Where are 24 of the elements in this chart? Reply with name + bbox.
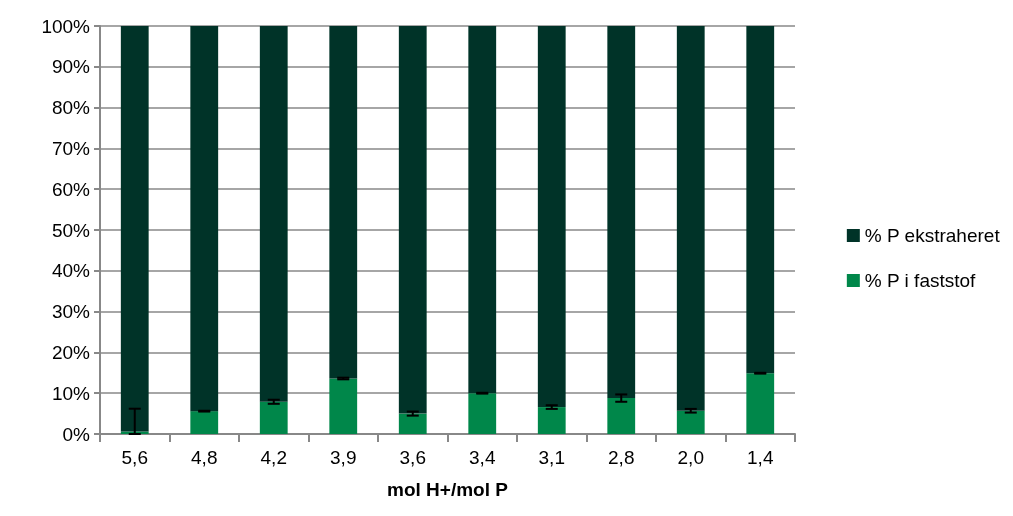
- x-tick-label: 5,6: [121, 447, 148, 468]
- x-tick-label: 3,1: [538, 447, 565, 468]
- y-tick-label: 90%: [51, 56, 91, 78]
- x-tick-label: 2,8: [608, 447, 635, 468]
- y-tick-label: 60%: [51, 178, 91, 200]
- y-tick-label: 20%: [51, 341, 91, 363]
- y-tick-label: 50%: [51, 219, 91, 241]
- y-tick-label: 100%: [41, 15, 91, 37]
- x-tick-label: 4,2: [260, 447, 287, 468]
- y-tick-label: 80%: [51, 97, 91, 119]
- y-tick-label: 30%: [51, 301, 91, 323]
- y-tick-label: 40%: [51, 260, 91, 282]
- x-tick-label: 2,0: [677, 447, 704, 468]
- legend-label: % P ekstraheret: [864, 225, 1001, 246]
- x-tick-label: 3,6: [399, 447, 426, 468]
- y-tick-label: 0%: [62, 423, 91, 445]
- x-tick-label: 1,4: [747, 447, 774, 468]
- x-tick-label: 4,8: [191, 447, 218, 468]
- x-tick-label: 3,9: [330, 447, 357, 468]
- y-tick-label: 10%: [51, 382, 91, 404]
- x-axis-title: mol H+/mol P: [387, 479, 509, 500]
- legend-label: % P i faststof: [864, 270, 977, 291]
- y-tick-label: 70%: [51, 137, 91, 159]
- x-tick-label: 3,4: [469, 447, 496, 468]
